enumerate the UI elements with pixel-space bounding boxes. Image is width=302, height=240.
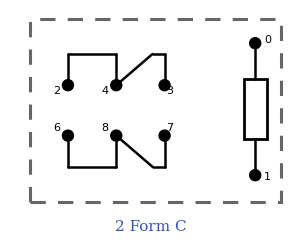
Text: 8: 8: [102, 123, 109, 132]
Text: 0: 0: [264, 35, 271, 45]
Circle shape: [111, 80, 122, 91]
Text: 2: 2: [53, 86, 60, 96]
Circle shape: [111, 130, 122, 141]
Circle shape: [250, 170, 261, 181]
Circle shape: [159, 130, 170, 141]
Text: 3: 3: [167, 86, 174, 96]
Bar: [30, 19, 281, 202]
Text: 2 Form C: 2 Form C: [115, 220, 187, 234]
Bar: [244, 79, 266, 139]
Circle shape: [159, 80, 170, 91]
Text: 6: 6: [53, 123, 60, 132]
Circle shape: [63, 130, 73, 141]
Circle shape: [63, 80, 73, 91]
Circle shape: [250, 38, 261, 49]
Text: 7: 7: [167, 123, 174, 132]
Text: 1: 1: [264, 172, 271, 182]
Text: 4: 4: [102, 86, 109, 96]
